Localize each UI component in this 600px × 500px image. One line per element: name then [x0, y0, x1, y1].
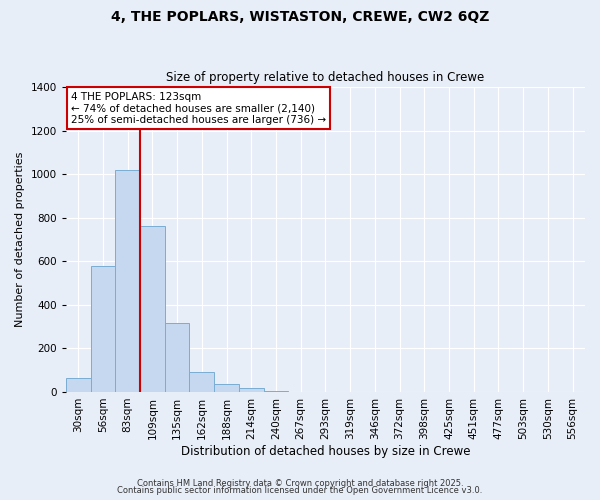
- Bar: [239, 388, 263, 392]
- Bar: [190, 372, 214, 392]
- Bar: [165, 324, 190, 392]
- Text: Contains public sector information licensed under the Open Government Licence v3: Contains public sector information licen…: [118, 486, 482, 495]
- Bar: [66, 378, 91, 392]
- Bar: [115, 170, 140, 392]
- Bar: [140, 226, 165, 392]
- Y-axis label: Number of detached properties: Number of detached properties: [15, 152, 25, 327]
- Bar: [263, 391, 289, 392]
- Text: 4 THE POPLARS: 123sqm
← 74% of detached houses are smaller (2,140)
25% of semi-d: 4 THE POPLARS: 123sqm ← 74% of detached …: [71, 92, 326, 125]
- X-axis label: Distribution of detached houses by size in Crewe: Distribution of detached houses by size …: [181, 444, 470, 458]
- Title: Size of property relative to detached houses in Crewe: Size of property relative to detached ho…: [166, 72, 485, 85]
- Bar: [91, 266, 115, 392]
- Text: 4, THE POPLARS, WISTASTON, CREWE, CW2 6QZ: 4, THE POPLARS, WISTASTON, CREWE, CW2 6Q…: [111, 10, 489, 24]
- Bar: [214, 384, 239, 392]
- Text: Contains HM Land Registry data © Crown copyright and database right 2025.: Contains HM Land Registry data © Crown c…: [137, 478, 463, 488]
